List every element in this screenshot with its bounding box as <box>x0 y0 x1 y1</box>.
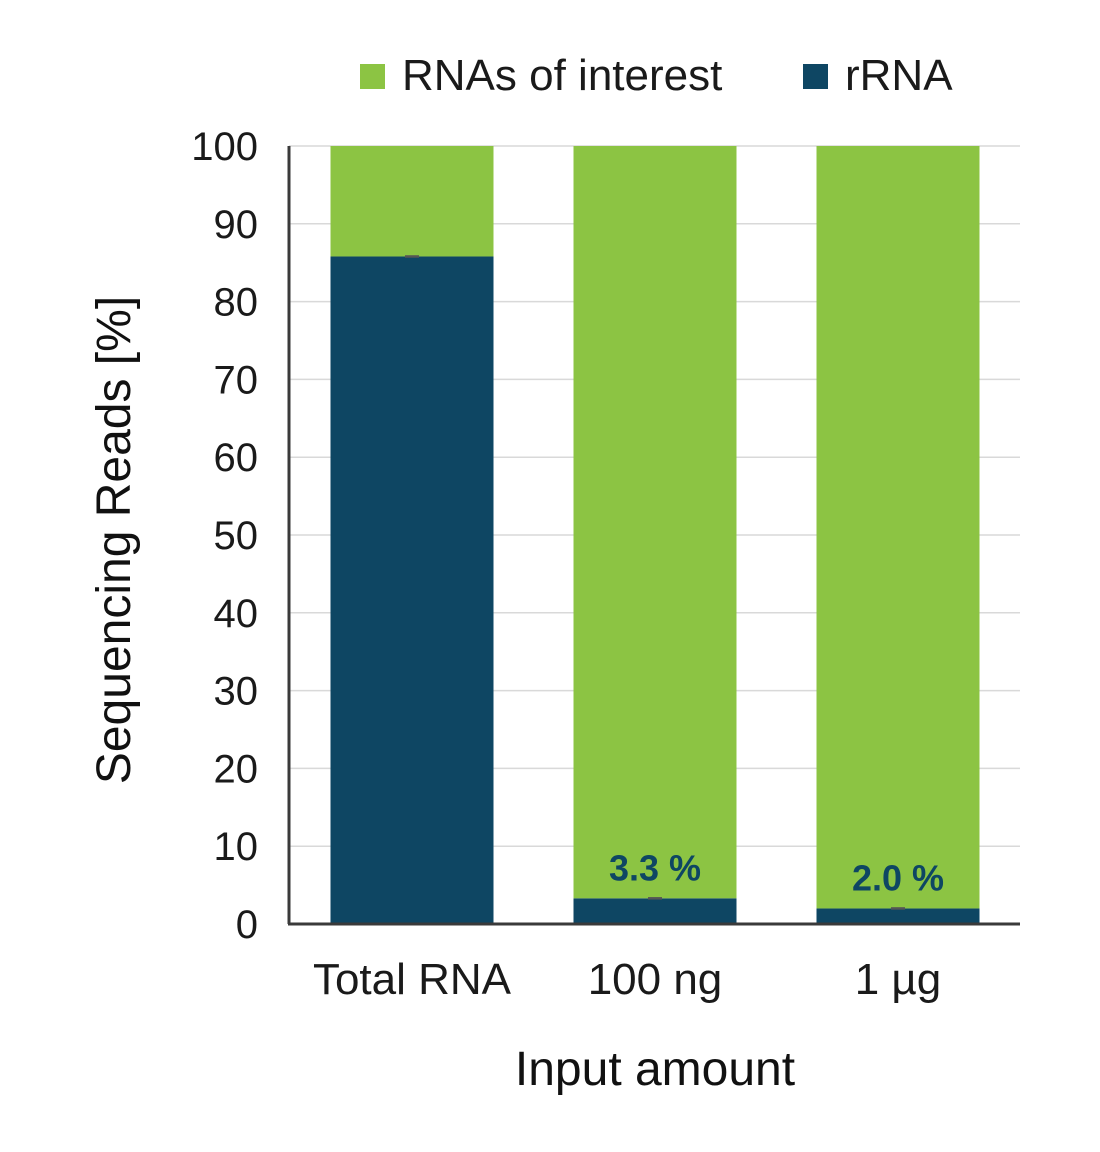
labels: 0 10 20 30 40 50 60 70 80 90 100 Total RNA 100 ng 3.3… <box>191 125 944 1004</box>
legend-swatch-rrna <box>803 64 828 89</box>
axes <box>287 146 1020 926</box>
y-tick-label-10: 10 <box>214 825 259 869</box>
y-tick-label-20: 20 <box>214 747 259 791</box>
bar-rrna-100-ng <box>573 898 737 924</box>
y-tick-label-0: 0 <box>236 903 258 947</box>
y-tick-label-90: 90 <box>214 203 259 247</box>
bar-rnas-of-interest-1-g <box>816 146 980 909</box>
bars <box>330 146 980 924</box>
data-label-1-g: 2.0 % <box>852 857 944 898</box>
x-tick-label-100-ng: 100 ng <box>588 955 723 1004</box>
x-tick-label-1-g: 1 µg <box>855 955 942 1004</box>
y-tick-label-30: 30 <box>214 670 259 714</box>
y-axis-title: Sequencing Reads [%] <box>88 296 141 784</box>
legend-label-rnas-of-interest: RNAs of interest <box>402 51 722 100</box>
data-label-100-ng: 3.3 % <box>609 847 701 888</box>
legend-label-rrna: rRNA <box>845 51 953 100</box>
bar-rrna-1-g <box>816 908 980 924</box>
legend: RNAs of interest rRNA <box>360 51 953 100</box>
bar-rnas-of-interest-total-rna <box>330 146 494 257</box>
y-tick-label-70: 70 <box>214 358 259 402</box>
y-tick-label-50: 50 <box>214 514 259 558</box>
bar-rnas-of-interest-100-ng <box>573 146 737 899</box>
y-tick-label-80: 80 <box>214 281 259 325</box>
y-tick-label-60: 60 <box>214 436 259 480</box>
x-axis-title: Input amount <box>515 1043 795 1096</box>
x-tick-label-total-rna: Total RNA <box>313 955 512 1004</box>
y-tick-label-100: 100 <box>191 125 258 169</box>
legend-swatch-rnas-of-interest <box>360 64 385 89</box>
bar-rrna-total-rna <box>330 256 494 924</box>
y-tick-label-40: 40 <box>214 592 259 636</box>
